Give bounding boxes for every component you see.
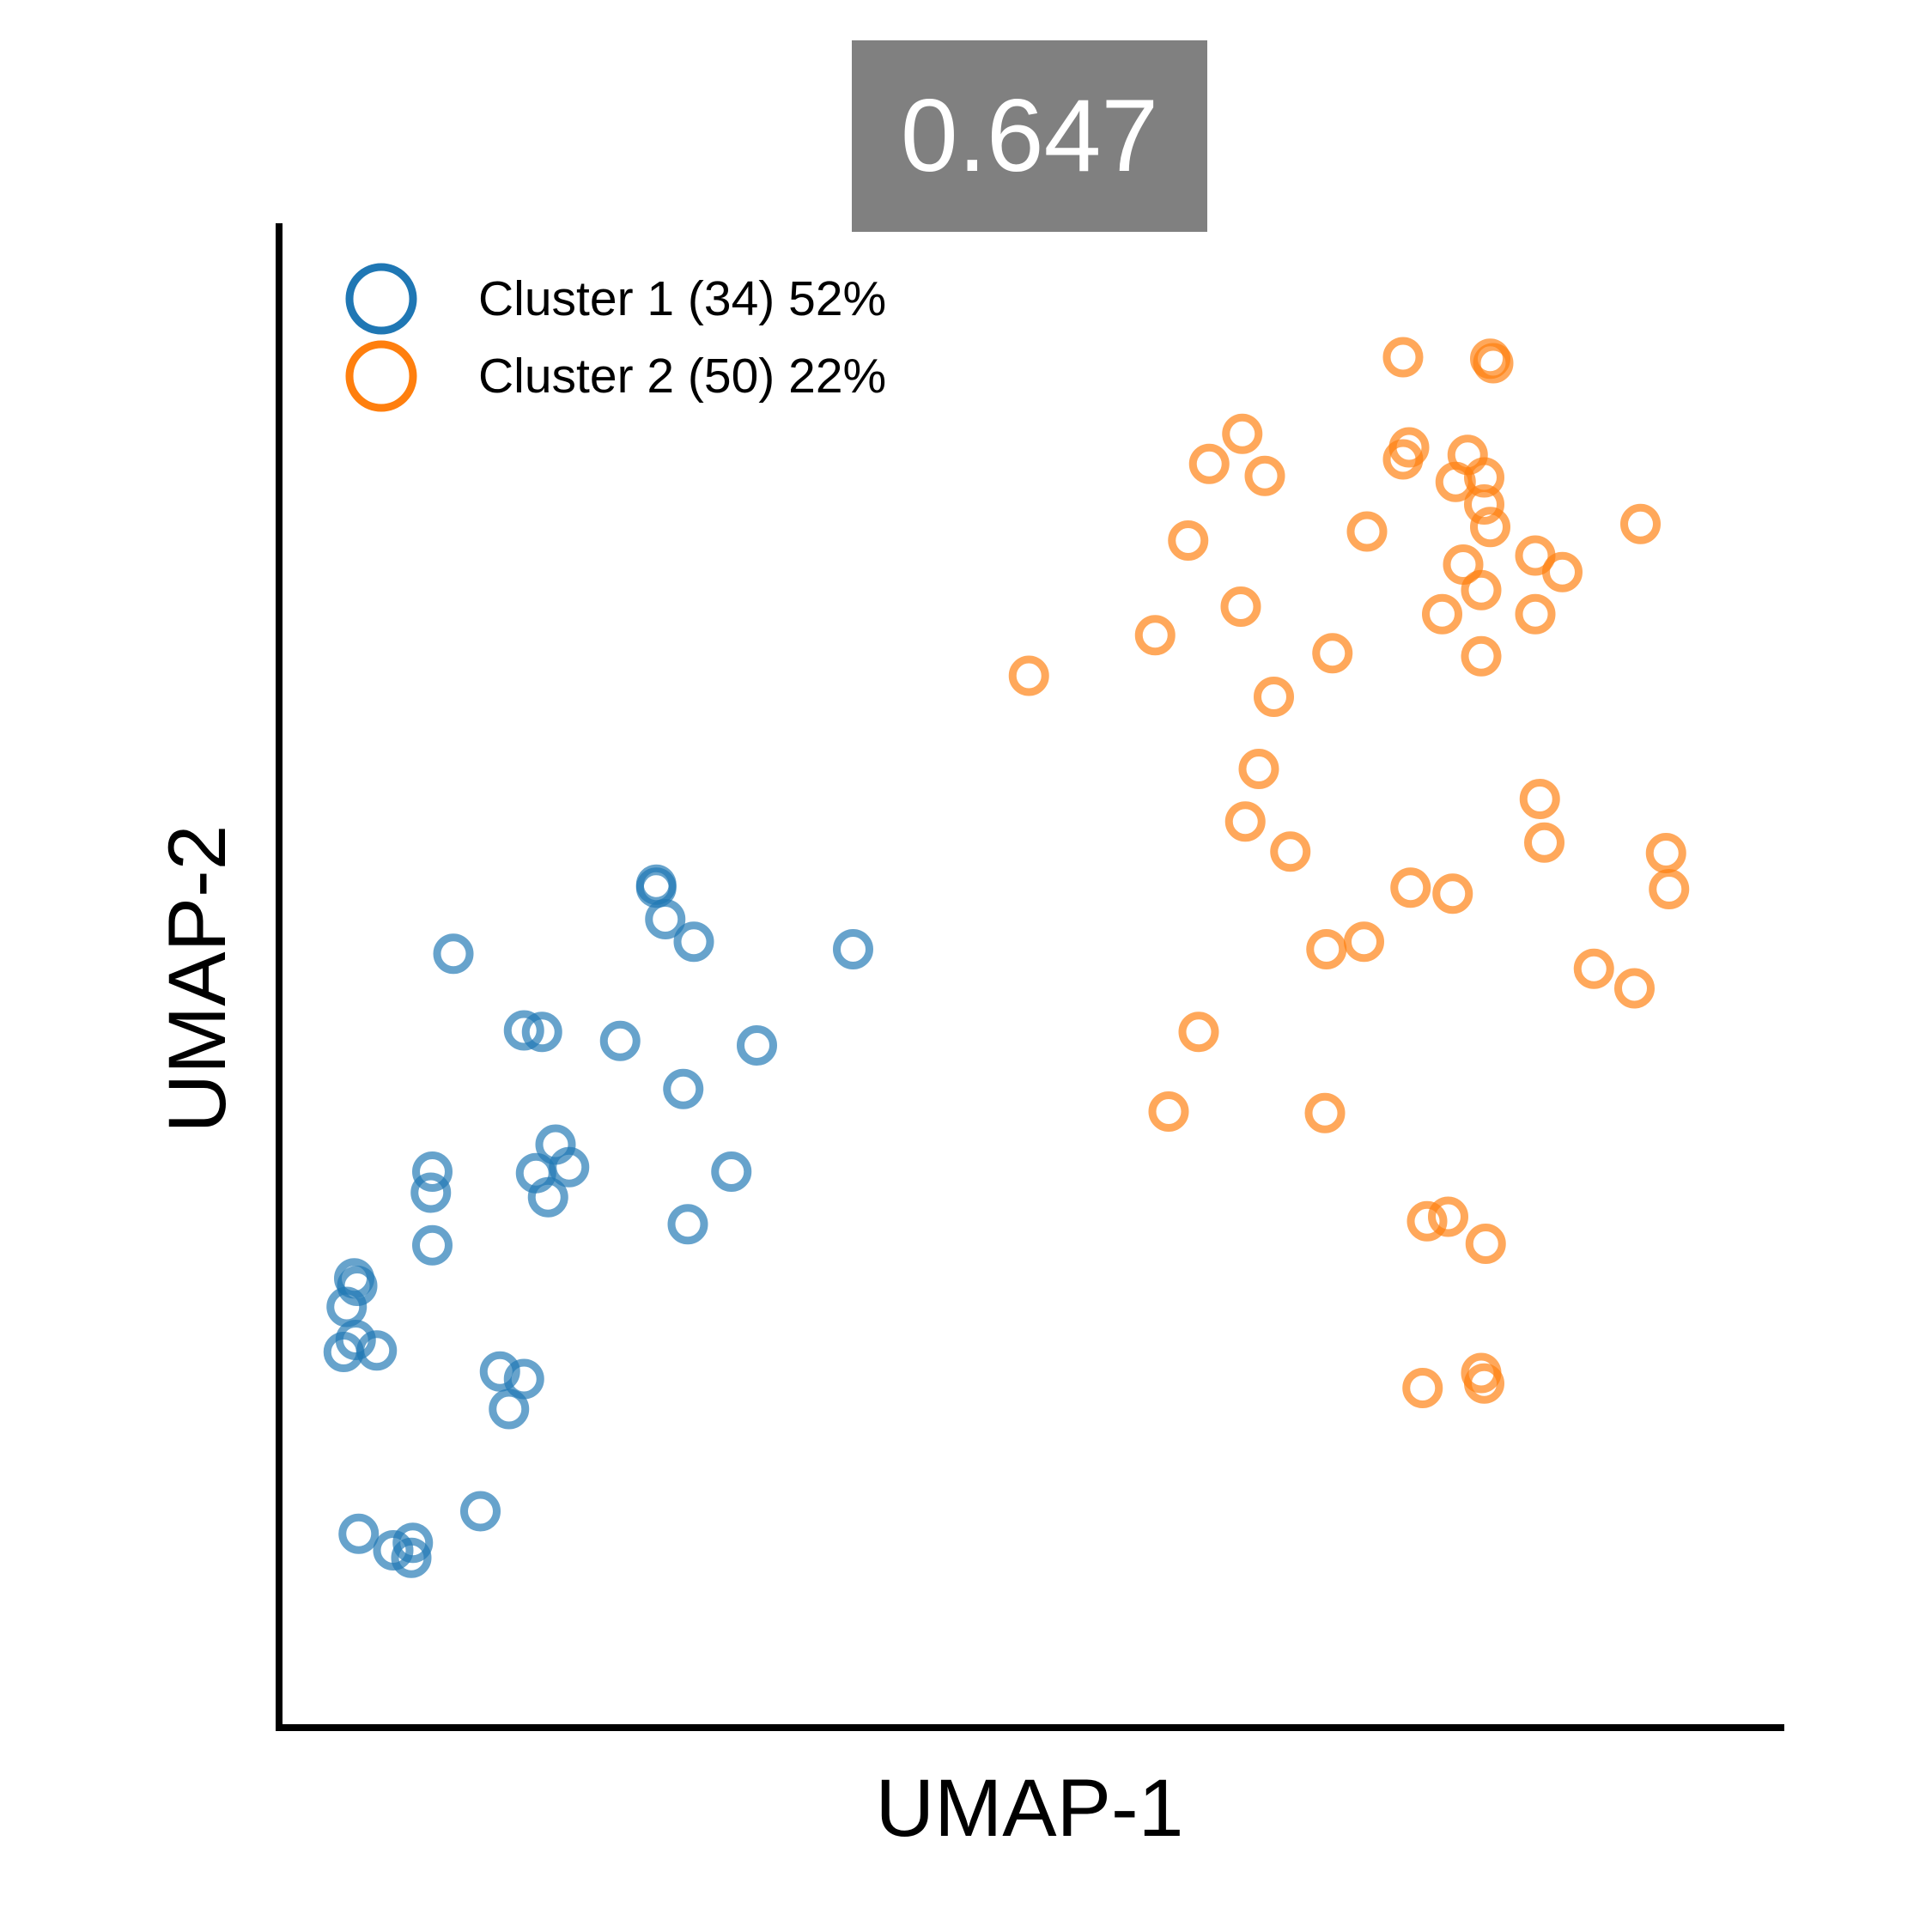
- cluster-1-point: [391, 1537, 432, 1578]
- cluster-2-point: [1220, 586, 1261, 627]
- cluster-1-point: [711, 1151, 752, 1192]
- cluster-2-point: [1388, 427, 1430, 468]
- cluster-1-point: [503, 1010, 544, 1051]
- score-box: 0.647: [852, 40, 1207, 232]
- cluster-1-point: [338, 1513, 380, 1554]
- cluster-2-point: [1524, 822, 1564, 863]
- cluster-2-point: [1382, 337, 1424, 378]
- legend-label-cluster-1: Cluster 1 (34) 52%: [478, 271, 886, 326]
- cluster-2-point: [1168, 520, 1209, 561]
- legend: Cluster 1 (34) 52% Cluster 2 (50) 22%: [345, 263, 886, 412]
- cluster-2-point: [1422, 593, 1462, 635]
- cluster-2-point: [1306, 929, 1347, 969]
- cluster-1-point: [737, 1025, 777, 1066]
- cluster-2-point: [1312, 633, 1353, 674]
- cluster-1-point: [433, 933, 474, 975]
- cluster-2-point: [1344, 921, 1384, 963]
- cluster-1-point: [460, 1491, 501, 1532]
- cluster-2-point: [1188, 443, 1230, 484]
- cluster-1-point: [410, 1172, 452, 1213]
- cluster-2-point: [1464, 484, 1504, 525]
- cluster-1-point: [635, 864, 677, 905]
- cluster-2-point: [1515, 535, 1556, 576]
- cluster-2-point: [1428, 1196, 1468, 1237]
- points-layer: [323, 337, 1690, 1578]
- cluster-2-point: [1473, 343, 1514, 384]
- cluster-2-point: [1620, 503, 1661, 544]
- cluster-2-point: [1270, 831, 1311, 872]
- cluster-2-point: [1008, 655, 1049, 696]
- legend-marker-cluster-2: [345, 340, 417, 412]
- cluster-1-point: [356, 1330, 398, 1371]
- cluster-2-point: [1464, 457, 1504, 498]
- cluster-2-point: [1224, 801, 1266, 842]
- cluster-2-point: [1254, 677, 1294, 717]
- cluster-1-point: [667, 1204, 708, 1245]
- cluster-1-point: [392, 1522, 434, 1564]
- cluster-2-point: [1402, 1368, 1443, 1408]
- cluster-1-point: [412, 1224, 453, 1266]
- cluster-2-point: [1134, 615, 1176, 656]
- cluster-2-point: [1649, 869, 1690, 909]
- cluster-2-point: [1645, 833, 1686, 873]
- cluster-2-point: [1465, 1224, 1506, 1264]
- cluster-1-point: [527, 1176, 568, 1218]
- cluster-2-point: [1148, 1091, 1189, 1132]
- cluster-2-point: [1432, 873, 1473, 914]
- cluster-1-point: [833, 929, 873, 969]
- cluster-2-point: [1515, 593, 1556, 635]
- cluster-1-point: [334, 1258, 374, 1299]
- score-box-background: [852, 40, 1207, 232]
- cluster-2-point: [1464, 1363, 1504, 1404]
- cluster-1-point: [503, 1358, 544, 1400]
- cluster-2-point: [1470, 507, 1510, 548]
- cluster-2-point: [1461, 635, 1502, 677]
- chart-title: 0.647: [901, 78, 1158, 193]
- legend-marker-cluster-1: [345, 263, 417, 335]
- cluster-2-point: [1519, 779, 1560, 819]
- cluster-1-point: [412, 1151, 453, 1192]
- cluster-2-point: [1244, 455, 1285, 496]
- cluster-1-point: [489, 1388, 530, 1430]
- y-axis-label: UMAP-2: [152, 825, 243, 1133]
- cluster-1-point: [549, 1146, 590, 1188]
- cluster-1-point: [663, 1068, 704, 1109]
- cluster-2-point: [1573, 948, 1614, 989]
- cluster-2-point: [1406, 1200, 1448, 1242]
- x-axis-label: UMAP-1: [876, 1763, 1184, 1854]
- cluster-2-point: [1614, 968, 1655, 1009]
- cluster-2-point: [1238, 749, 1279, 789]
- cluster-1-point: [673, 921, 714, 963]
- cluster-2-point: [1178, 1012, 1219, 1053]
- cluster-1-point: [479, 1351, 520, 1392]
- legend-label-cluster-2: Cluster 2 (50) 22%: [478, 349, 886, 404]
- cluster-1-point: [645, 899, 686, 939]
- cluster-1-point: [521, 1012, 562, 1053]
- cluster-2-point: [1222, 413, 1263, 454]
- cluster-2-point: [1304, 1092, 1346, 1133]
- cluster-2-point: [1443, 544, 1484, 585]
- cluster-2-point: [1390, 867, 1431, 908]
- cluster-2-point: [1346, 511, 1388, 552]
- cluster-2-point: [1461, 569, 1502, 611]
- cluster-1-point: [599, 1020, 641, 1061]
